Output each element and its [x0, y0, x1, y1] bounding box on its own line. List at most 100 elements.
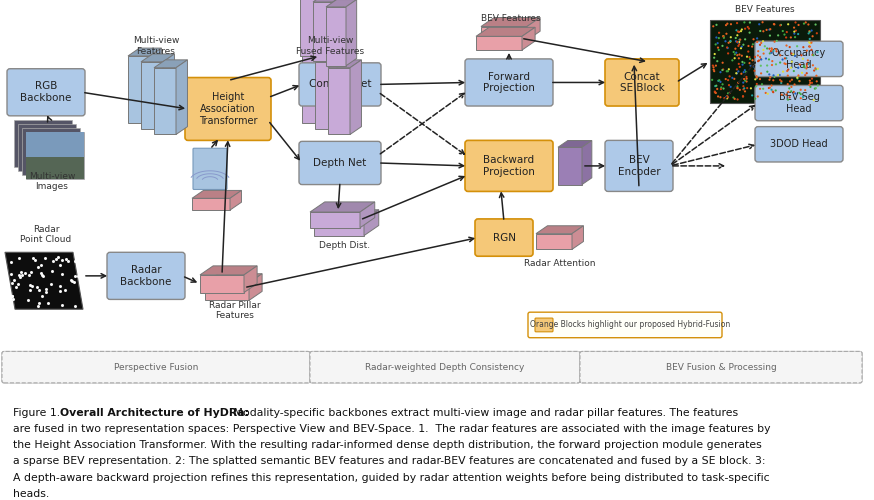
Polygon shape [328, 68, 350, 134]
Point [731, 51, 745, 59]
Point [730, 38, 744, 46]
Point [67, 302, 81, 310]
Point [760, 90, 774, 98]
Point [707, 67, 721, 75]
Text: RGB
Backbone: RGB Backbone [20, 82, 72, 103]
Point [792, 77, 806, 85]
Point [736, 92, 750, 100]
Point [780, 42, 794, 50]
Polygon shape [302, 48, 336, 56]
Polygon shape [200, 266, 257, 275]
Point [6, 296, 20, 304]
Point [730, 26, 744, 34]
Text: Concat
SE Block: Concat SE Block [620, 72, 664, 94]
Point [785, 76, 799, 84]
Text: Height
Association
Transformer: Height Association Transformer [198, 92, 257, 126]
Point [799, 18, 813, 26]
Point [31, 302, 45, 310]
Point [780, 72, 794, 80]
Point [751, 52, 765, 60]
Polygon shape [558, 148, 582, 184]
Point [705, 76, 719, 84]
FancyBboxPatch shape [26, 132, 84, 178]
Point [751, 92, 765, 100]
Point [3, 292, 17, 300]
Point [809, 66, 823, 74]
Point [765, 44, 779, 52]
Point [762, 26, 776, 34]
Polygon shape [205, 274, 262, 282]
Point [755, 80, 769, 88]
Point [802, 42, 816, 50]
Polygon shape [150, 48, 162, 122]
Point [790, 42, 804, 50]
Point [732, 40, 746, 48]
Point [733, 86, 747, 94]
Point [725, 74, 739, 82]
Point [806, 62, 820, 70]
Point [711, 39, 725, 47]
Point [714, 84, 728, 92]
Point [748, 94, 762, 102]
Point [803, 79, 817, 87]
Point [753, 62, 767, 70]
Point [708, 82, 722, 90]
Point [61, 257, 75, 265]
Point [791, 74, 805, 82]
Point [785, 50, 799, 58]
Point [758, 42, 772, 50]
Point [803, 76, 817, 84]
Point [798, 64, 812, 72]
Text: Backward
Projection: Backward Projection [483, 155, 535, 176]
Point [760, 44, 774, 52]
FancyBboxPatch shape [14, 120, 72, 167]
Point [765, 46, 779, 54]
Point [802, 27, 816, 35]
Point [15, 271, 29, 279]
Point [756, 28, 770, 36]
Text: Modality-specific backbones extract multi-view image and radar pillar features. : Modality-specific backbones extract mult… [231, 408, 739, 418]
Point [766, 88, 780, 96]
Polygon shape [582, 140, 592, 184]
Text: BEV Features: BEV Features [482, 14, 541, 23]
Point [750, 74, 764, 82]
Point [724, 83, 738, 91]
Point [770, 48, 784, 56]
Point [756, 85, 770, 93]
Point [711, 44, 725, 52]
Point [710, 34, 724, 42]
Point [724, 20, 738, 28]
FancyBboxPatch shape [605, 59, 679, 106]
Point [68, 256, 82, 264]
Point [732, 78, 746, 86]
Point [711, 85, 725, 93]
Point [738, 88, 752, 96]
Text: Depth Net: Depth Net [314, 158, 366, 168]
Point [25, 282, 39, 290]
Point [719, 30, 733, 38]
Point [40, 298, 54, 306]
Point [802, 28, 816, 36]
Text: Multi-view
Fused Features: Multi-view Fused Features [296, 36, 364, 56]
Point [5, 292, 19, 300]
Point [762, 84, 776, 92]
Point [734, 70, 748, 78]
Point [724, 33, 738, 41]
Point [797, 20, 811, 28]
Point [805, 74, 819, 82]
Polygon shape [481, 18, 540, 26]
Point [10, 280, 24, 287]
Point [721, 93, 735, 101]
Point [804, 38, 818, 46]
Point [721, 50, 735, 58]
Point [763, 74, 777, 82]
Point [59, 286, 73, 294]
Point [802, 81, 816, 89]
Point [793, 60, 807, 68]
Polygon shape [313, 0, 343, 2]
Point [737, 86, 751, 94]
Polygon shape [249, 274, 262, 300]
Point [732, 50, 746, 58]
Point [787, 67, 801, 75]
Point [762, 44, 776, 52]
